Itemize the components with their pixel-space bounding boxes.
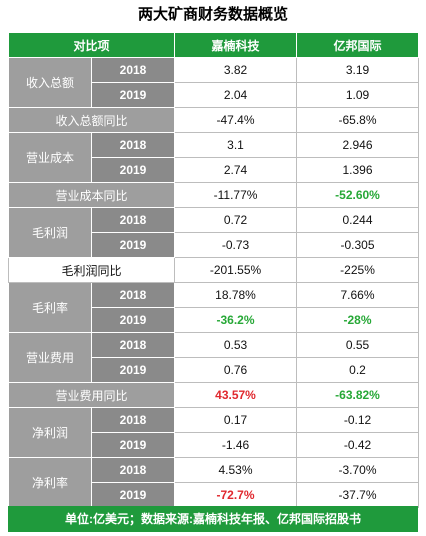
table-row: 毛利润同比 -201.55% -225% (7, 257, 420, 283)
year-cell: 2019 (90, 307, 176, 333)
table-row: 2019 2.04 1.09 (9, 82, 420, 108)
value-cell-highlight: -28% (296, 307, 420, 333)
row-label-gross-profit: 毛利润 (8, 207, 92, 258)
value-cell: 2.04 (174, 82, 298, 108)
value-cell: 18.78% (174, 282, 298, 308)
value-cell: 1.09 (296, 82, 420, 108)
header-metric: 对比项 (7, 32, 176, 58)
table-row: 毛利润 2018 0.72 0.244 (8, 207, 420, 258)
row-label-opex-yoy: 营业费用同比 (7, 382, 176, 408)
year-cell: 2019 (90, 357, 176, 383)
source-footer: 单位:亿美元；数据来源:嘉楠科技年报、亿邦国际招股书 (8, 506, 418, 532)
year-cell: 2018 (90, 282, 176, 308)
header-company-ebang: 亿邦国际 (296, 32, 420, 58)
row-label-net-margin: 净利率 (8, 457, 92, 508)
table-row: 收入总额同比 -47.4% -65.8% (7, 107, 420, 133)
value-cell: 0.17 (174, 407, 298, 433)
value-cell: 1.396 (296, 157, 420, 183)
table-row: 毛利率 2018 18.78% 7.66% (8, 282, 420, 333)
table-row: 收入总额 2018 3.82 3.19 (8, 57, 420, 108)
page-title: 两大矿商财务数据概览 (137, 6, 288, 23)
value-cell: -1.46 (174, 432, 298, 458)
value-cell: -3.70% (296, 457, 420, 483)
row-label-net-profit: 净利润 (8, 407, 92, 458)
year-cell: 2019 (90, 82, 176, 108)
value-cell: 0.72 (174, 207, 298, 233)
table-row: 2019 -36.2% -28% (9, 307, 420, 333)
year-cell: 2019 (90, 432, 176, 458)
value-cell: 0.2 (296, 357, 420, 383)
year-cell: 2019 (90, 232, 176, 258)
header-company-canaan: 嘉楠科技 (174, 32, 298, 58)
table-row: 营业费用同比 43.57% -63.82% (7, 382, 420, 408)
value-cell: 2.946 (296, 132, 420, 158)
year-cell: 2018 (90, 332, 176, 358)
year-cell: 2018 (90, 132, 176, 158)
year-cell: 2018 (90, 457, 176, 483)
value-cell-highlight: -52.60% (296, 182, 420, 208)
table-row: 营业成本同比 -11.77% -52.60% (7, 182, 420, 208)
value-cell: 0.76 (174, 357, 298, 383)
table-row: 2019 -72.7% -37.7% (9, 482, 420, 508)
row-label-gross-margin: 毛利率 (8, 282, 92, 333)
table-row: 2019 2.74 1.396 (9, 157, 420, 183)
value-cell: -0.42 (296, 432, 420, 458)
table-row: 营业费用 2018 0.53 0.55 (8, 332, 420, 383)
value-cell: 0.53 (174, 332, 298, 358)
comparison-table: 对比项 嘉楠科技 亿邦国际 收入总额 2018 3.82 3.19 2019 2… (7, 32, 420, 508)
table-header-row: 对比项 嘉楠科技 亿邦国际 (7, 32, 420, 58)
year-cell: 2019 (90, 157, 176, 183)
table-row: 营业成本 2018 3.1 2.946 (8, 132, 420, 183)
table-row: 净利率 2018 4.53% -3.70% (8, 457, 420, 508)
row-label-opex: 营业费用 (8, 332, 92, 383)
row-label-revenue-yoy: 收入总额同比 (7, 107, 176, 133)
value-cell: -0.12 (296, 407, 420, 433)
value-cell: 3.82 (174, 57, 298, 83)
value-cell-highlight: -36.2% (174, 307, 298, 333)
value-cell: -0.73 (174, 232, 298, 258)
value-cell: 3.1 (174, 132, 298, 158)
year-cell: 2018 (90, 407, 176, 433)
value-cell: 2.74 (174, 157, 298, 183)
value-cell: -11.77% (174, 182, 298, 208)
value-cell: -65.8% (296, 107, 420, 133)
row-label-gross-profit-yoy: 毛利润同比 (7, 257, 176, 283)
value-cell-highlight: -72.7% (174, 482, 298, 508)
table-row: 净利润 2018 0.17 -0.12 (8, 407, 420, 458)
value-cell: 0.244 (296, 207, 420, 233)
table-row: 2019 0.76 0.2 (9, 357, 420, 383)
table-row: 2019 -0.73 -0.305 (9, 232, 420, 258)
year-cell: 2018 (90, 207, 176, 233)
value-cell: -201.55% (174, 257, 298, 283)
value-cell: 4.53% (174, 457, 298, 483)
value-cell: -225% (296, 257, 420, 283)
value-cell: -0.305 (296, 232, 420, 258)
value-cell: -37.7% (296, 482, 420, 508)
row-label-cost-yoy: 营业成本同比 (7, 182, 176, 208)
value-cell-highlight: 43.57% (174, 382, 298, 408)
row-label-revenue: 收入总额 (8, 57, 92, 108)
value-cell: 7.66% (296, 282, 420, 308)
value-cell: -47.4% (174, 107, 298, 133)
year-cell: 2019 (90, 482, 176, 508)
row-label-cost: 营业成本 (8, 132, 92, 183)
value-cell: 0.55 (296, 332, 420, 358)
year-cell: 2018 (90, 57, 176, 83)
value-cell: 3.19 (296, 57, 420, 83)
value-cell-highlight: -63.82% (296, 382, 420, 408)
